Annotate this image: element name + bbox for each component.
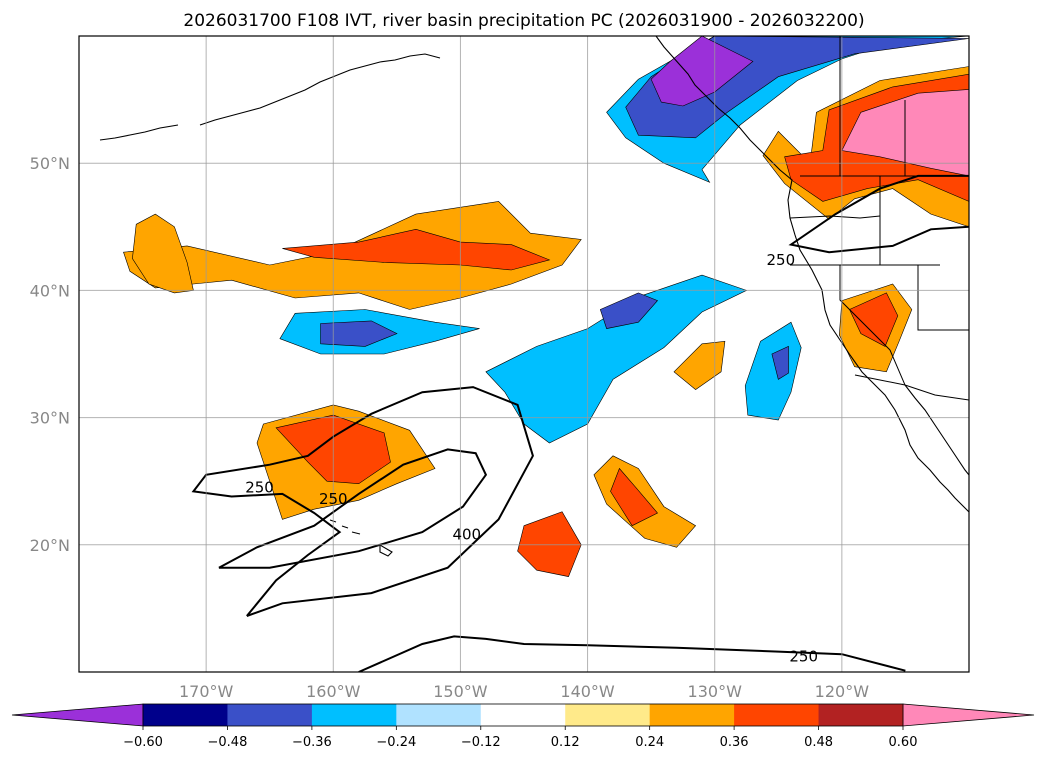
lat-tick-label-0: 20°N xyxy=(30,536,70,555)
pc-positive-mid-pac-red xyxy=(610,467,658,527)
colorbar-extend-max xyxy=(902,703,1035,727)
coastlines xyxy=(99,36,969,557)
contour-label-2: 400 xyxy=(452,526,481,544)
colorbar-segment-3 xyxy=(396,704,482,726)
colorbar-tick-label-4: −0.12 xyxy=(461,735,501,750)
pc-shaded-regions xyxy=(123,36,969,577)
ivt-250-south xyxy=(358,635,906,672)
colorbar-segment-4 xyxy=(480,704,566,726)
colorbar-tick-label-9: 0.60 xyxy=(889,735,918,750)
pc-negative-bc-purple xyxy=(650,36,754,107)
lon-tick-label-3: 140°W xyxy=(560,682,615,701)
colorbar-frame xyxy=(142,703,904,727)
colorbar-segment-2 xyxy=(311,704,397,726)
pc-negative-west-coast-mid xyxy=(771,345,789,380)
map-frame xyxy=(78,35,970,673)
lon-tick-label-2: 150°W xyxy=(433,682,488,701)
border-washington-oregon xyxy=(789,215,881,219)
colorbar-extend-min xyxy=(11,703,144,727)
lon-tick-label-0: 170°W xyxy=(179,682,234,701)
pc-negative-diagonal-mid xyxy=(599,292,659,329)
lat-tick-label-1: 30°N xyxy=(30,409,70,428)
border-california-nevada xyxy=(839,265,906,386)
pc-negative-diagonal xyxy=(485,274,748,444)
colorbar-tick-label-7: 0.36 xyxy=(720,735,749,750)
contour-label-3: 250 xyxy=(767,251,796,269)
contour-labels: 250 250 400 250 250 xyxy=(245,251,818,666)
graticule xyxy=(79,36,969,672)
contour-label-0: 250 xyxy=(245,479,274,497)
colorbar-tick-label-8: 0.48 xyxy=(804,735,833,750)
colorbar-segment-6 xyxy=(649,704,735,726)
colorbar: −0.60 −0.48 −0.36 −0.24 −0.12 0.12 0.24 0.36 0.4… xyxy=(11,703,1035,750)
colorbar-segment-7 xyxy=(734,704,820,726)
colorbar-tick-label-5: 0.12 xyxy=(551,735,580,750)
ivt-400 xyxy=(218,448,488,569)
ivt-contours xyxy=(191,174,969,672)
latitude-tick-labels: 20°N 30°N 40°N 50°N xyxy=(30,154,70,555)
border-nevada-utah xyxy=(917,265,969,331)
lon-tick-label-1: 160°W xyxy=(306,682,361,701)
colorbar-segment-1 xyxy=(227,704,313,726)
pc-negative-central-mid xyxy=(320,320,398,347)
pc-positive-east-blob xyxy=(673,340,726,390)
longitude-tick-labels: 170°W 160°W 150°W 140°W 130°W 120°W xyxy=(179,682,869,701)
colorbar-segment-5 xyxy=(565,704,651,726)
ivt-250-northeast xyxy=(788,174,969,254)
ivt-250-outer xyxy=(191,386,534,617)
contour-label-4: 250 xyxy=(789,648,818,666)
pc-positive-socal-red xyxy=(849,292,899,347)
contour-label-1: 250 xyxy=(319,490,348,508)
colorbar-tick-label-1: −0.48 xyxy=(208,735,248,750)
lat-tick-label-3: 50°N xyxy=(30,154,70,173)
coastline-baja-gulf xyxy=(904,384,969,476)
pc-positive-band-north-red xyxy=(282,228,551,271)
colorbar-tick-label-3: −0.24 xyxy=(376,735,416,750)
lon-tick-label-5: 120°W xyxy=(815,682,870,701)
pc-positive-south-blob xyxy=(517,511,582,577)
map-area: 250 250 400 250 250 xyxy=(79,36,969,672)
chart-title: 2026031700 F108 IVT, river basin precipi… xyxy=(183,11,864,31)
coastline-north-america xyxy=(655,36,969,513)
lon-tick-label-4: 130°W xyxy=(688,682,743,701)
colorbar-segment-8 xyxy=(818,704,904,726)
colorbar-tick-label-6: 0.24 xyxy=(635,735,664,750)
colorbar-tick-label-2: −0.36 xyxy=(292,735,332,750)
lat-tick-label-2: 40°N xyxy=(30,281,70,300)
colorbar-tick-label-0: −0.60 xyxy=(123,735,163,750)
border-mexico xyxy=(854,374,969,401)
colorbar-segment-0 xyxy=(143,704,228,726)
coastline-alaska-islands xyxy=(99,53,441,141)
